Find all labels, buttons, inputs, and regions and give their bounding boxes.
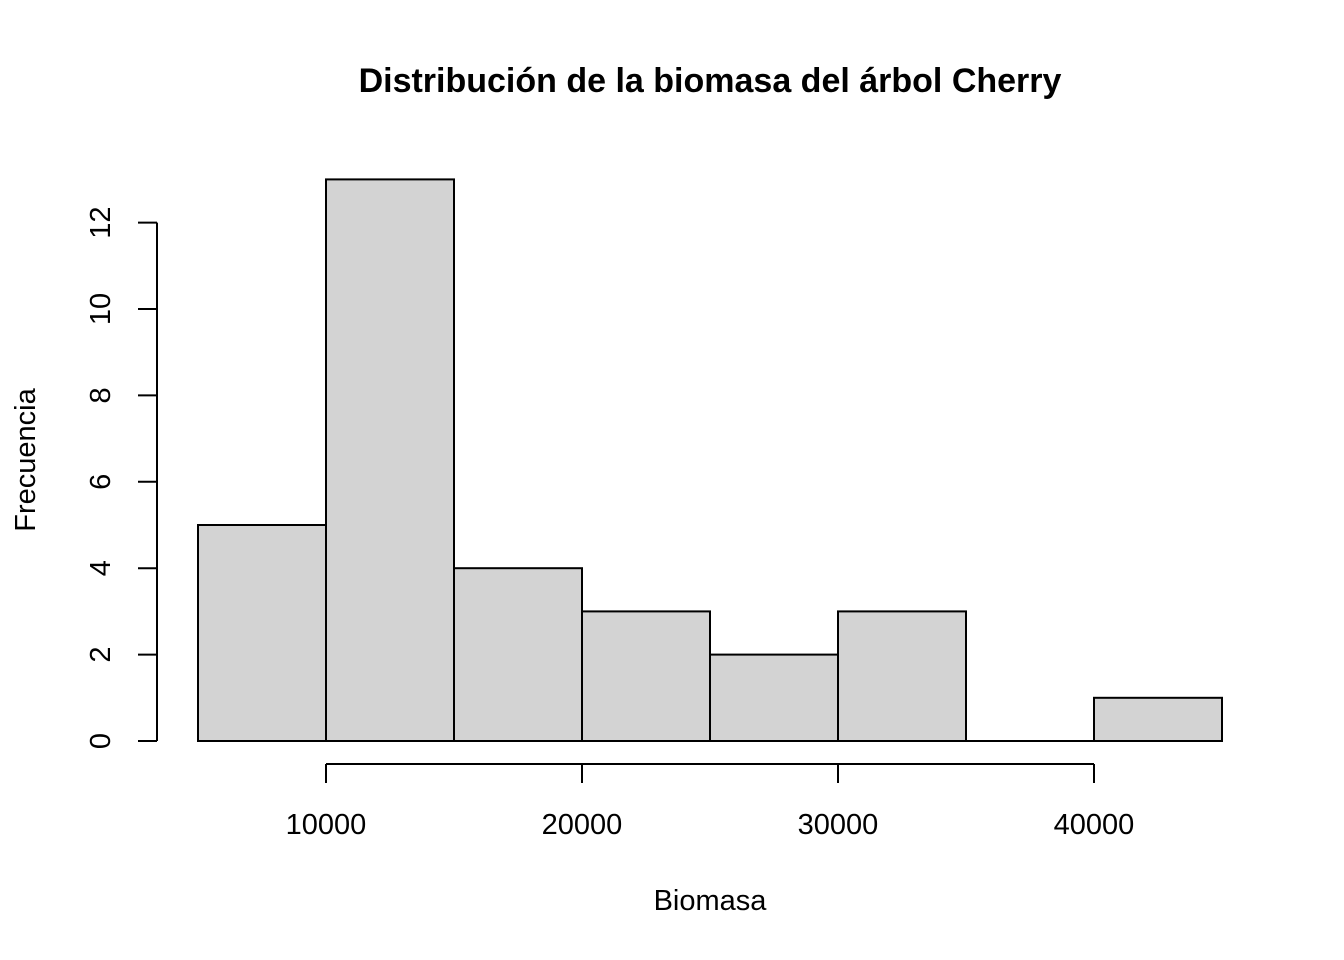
- x-tick-label-2: 30000: [798, 809, 879, 841]
- bars-group: [197, 178, 1223, 743]
- y-tick-label-1: 2: [85, 647, 117, 663]
- histogram-bar-0: [197, 524, 327, 742]
- histogram-bar-5: [837, 610, 967, 743]
- histogram-bar-7: [1093, 696, 1223, 742]
- x-tick-label-3: 40000: [1054, 809, 1135, 841]
- y-tick-label-6: 12: [85, 206, 117, 238]
- y-tick-label-4: 8: [85, 387, 117, 403]
- y-tick-label-5: 10: [85, 293, 117, 325]
- x-tick-label-1: 20000: [542, 809, 623, 841]
- y-axis-label: Frecuencia: [10, 387, 42, 531]
- chart-title: Distribución de la biomasa del árbol Che…: [359, 62, 1062, 100]
- y-tick-label-0: 0: [85, 733, 117, 749]
- histogram-bar-2: [453, 567, 583, 743]
- x-tick-label-0: 10000: [286, 809, 367, 841]
- y-axis: 0 2 4 6 8 10 12: [85, 206, 158, 749]
- x-axis-label: Biomasa: [654, 885, 768, 917]
- histogram-bar-3: [581, 610, 711, 743]
- x-axis: 10000 20000 30000 40000: [286, 763, 1135, 841]
- histogram-bar-1: [325, 178, 455, 742]
- y-tick-label-3: 6: [85, 474, 117, 490]
- y-tick-label-2: 4: [85, 560, 117, 576]
- histogram-bar-4: [709, 653, 839, 742]
